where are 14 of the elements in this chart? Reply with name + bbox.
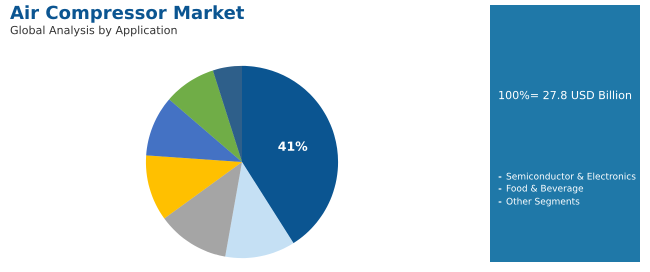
pie-slice	[225, 162, 294, 258]
data-label: 41%	[278, 141, 308, 151]
text: Food & Beverage	[506, 184, 584, 194]
pie-slice	[169, 70, 242, 162]
chart-title: Air Compressor Market	[10, 5, 244, 23]
text: Other Segments	[506, 198, 580, 206]
pie-slice	[242, 66, 338, 244]
pie-slice	[212, 66, 242, 162]
pie-slice	[146, 99, 242, 162]
text: Semiconductor & Electronics	[506, 172, 636, 180]
pie-slice	[164, 162, 242, 257]
chart-subtitle: Global Analysis by Application	[10, 26, 177, 36]
pie-slice	[146, 155, 242, 218]
text: 100%= 27.8 USD Billion	[499, 90, 632, 100]
